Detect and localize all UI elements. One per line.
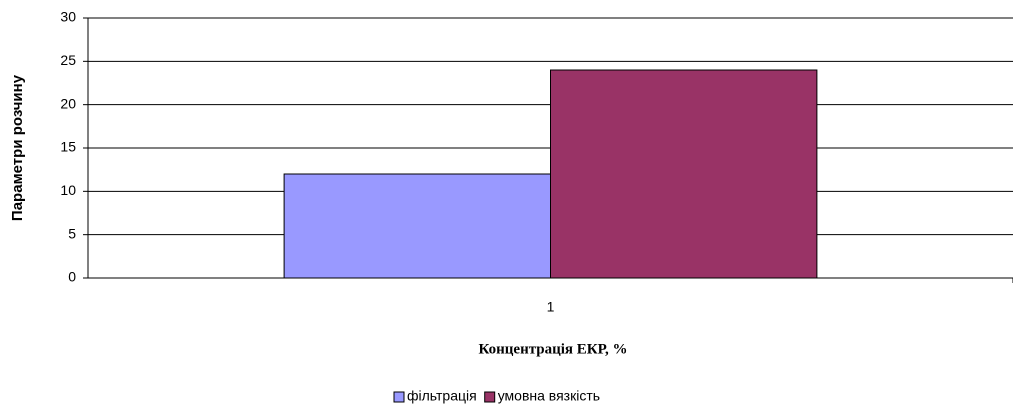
y-tick-label: 20	[60, 95, 76, 111]
y-tick-label: 10	[60, 182, 76, 198]
y-tick-label: 5	[68, 225, 76, 241]
y-tick-label: 0	[68, 269, 76, 285]
x-axis-label: Концентрація ЕКР, %	[479, 341, 628, 357]
y-axis-label: Параметри розчину	[9, 74, 26, 221]
y-tick-label: 30	[60, 9, 76, 25]
bar	[550, 69, 818, 279]
legend-swatch	[393, 391, 405, 403]
y-tick-label: 25	[60, 52, 76, 68]
legend-swatch	[484, 391, 496, 403]
y-tick-label: 15	[60, 139, 76, 155]
bar	[283, 173, 551, 279]
legend-label: умовна вязкість	[498, 388, 600, 404]
x-tick-label: 1	[547, 299, 555, 315]
legend-label: фільтрація	[407, 388, 477, 404]
